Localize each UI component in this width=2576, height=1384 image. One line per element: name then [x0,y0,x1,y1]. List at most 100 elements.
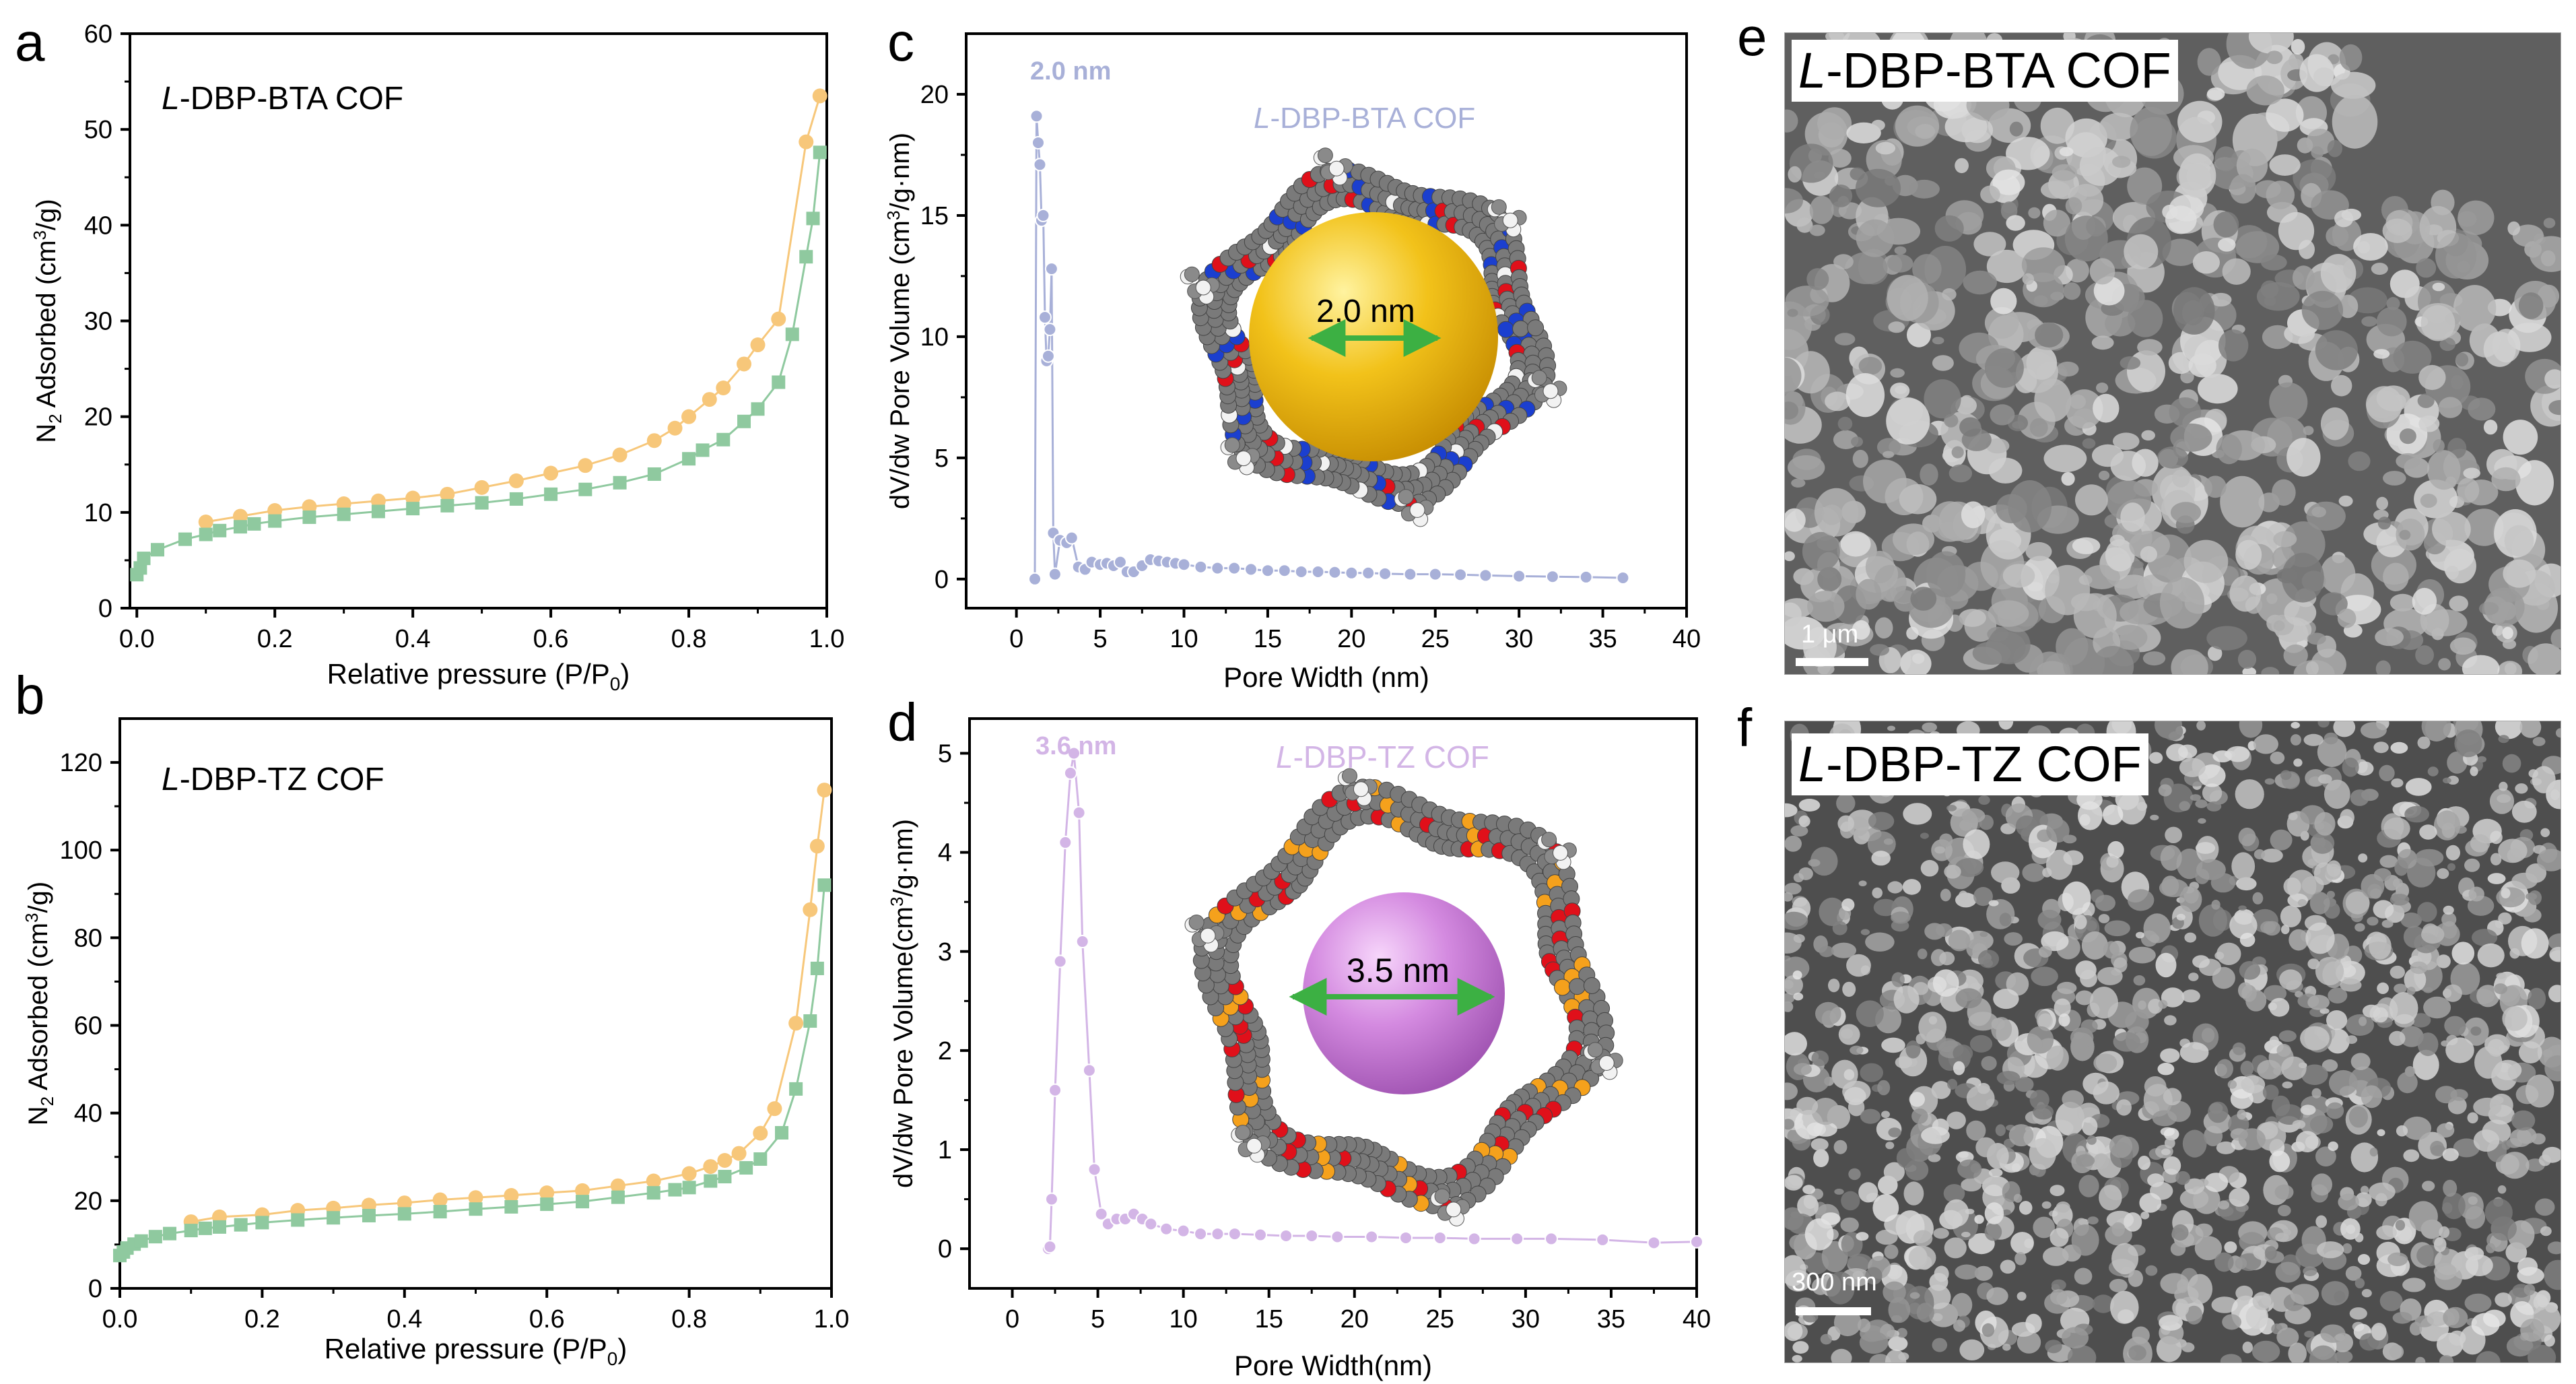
y-tick-label-a: 0 [98,595,112,623]
sem-particle [2058,1013,2070,1027]
sem-particle [1785,892,1793,902]
sem-particle [2124,234,2159,270]
data-point-b [817,783,832,798]
sem-particle [2443,549,2476,584]
sem-particle [2172,1298,2190,1317]
sem-particle [2326,1010,2348,1030]
data-point-a [370,493,386,508]
sem-particle [2104,920,2130,937]
sem-particle [1961,808,1986,824]
sem-particle [2349,1307,2367,1320]
data-point-a [198,515,213,530]
sem-particle [2324,779,2350,809]
sem-particle [2389,992,2418,1024]
sem-particle [2317,774,2332,784]
sem-particle [2442,1148,2459,1162]
data-point-d [1067,746,1081,760]
data-point-b [739,1161,753,1175]
data-point-a [751,402,765,416]
sem-particle [2483,420,2498,435]
sem-particle [2260,254,2287,271]
sem-particle [2261,849,2283,863]
pore-sphere-tz [1303,892,1505,1094]
data-point-b [184,1224,198,1238]
sem-particle [1939,952,1955,966]
data-point-a [137,552,151,566]
sem-particle [1831,1348,1852,1362]
sem-particle [2544,1259,2561,1290]
sem-particle [1796,1096,1819,1115]
sem-particle [2377,982,2389,994]
sem-particle [2464,1293,2492,1313]
sem-particle [2241,1075,2266,1094]
data-point-c [1361,566,1376,580]
data-point-a [702,392,717,407]
sem-particle [2043,1247,2069,1266]
sem-particle [2369,1148,2378,1157]
sem-particle [2305,922,2335,954]
sem-particle [1920,832,1929,839]
sem-particle [1905,1041,1921,1059]
sem-particle [1859,1331,1889,1354]
sem-particle [2402,1278,2426,1292]
sem-particle [2291,38,2305,55]
sem-particle [1920,859,1939,877]
sem-particle [2160,1048,2180,1063]
sem-particle [1902,879,1922,895]
sem-particle [2498,735,2509,744]
sem-particle [2270,829,2293,851]
sem-particle [2464,508,2504,546]
sem-particle [1810,1138,1829,1151]
sem-particle [2437,1123,2455,1138]
sem-particle [2317,737,2347,767]
sem-particle [2149,752,2163,764]
sem-particle [1848,1253,1872,1271]
data-point-a [737,414,751,428]
panel-label-d: d [887,692,918,752]
sem-particle [2307,995,2330,1010]
sem-particle [2399,1026,2424,1047]
sem-particle [2157,447,2188,469]
data-point-d [1144,1217,1158,1231]
sem-particle [2497,1185,2507,1194]
sem-particle [1804,1218,1834,1251]
data-point-a [233,520,247,534]
sem-particle [1988,1168,2003,1177]
y-tick-label-b: 100 [60,836,102,865]
x-axis-label-d: Pore Width(nm) [1234,1350,1432,1381]
sem-particle [2495,721,2523,739]
sem-particle [2350,1142,2379,1173]
sem-particle [2140,546,2157,563]
atom-sphere [1553,845,1568,861]
sem-particle [2332,94,2378,149]
x-tick-label-c: 0 [1009,625,1023,653]
y-axis-label-n-a: N [32,424,61,443]
x-tick-label-d: 30 [1512,1305,1540,1333]
data-point-b [433,1205,447,1219]
sem-particle [2128,946,2156,964]
sem-particle [1986,1287,2008,1305]
sem-particle [2500,1152,2530,1179]
sem-particle [2315,1146,2336,1166]
sem-particle [1785,882,1802,895]
sem-particle [2483,331,2516,367]
sem-particle [2009,121,2023,137]
data-point-b [198,1221,212,1235]
sem-particle [1865,932,1895,952]
atom-sphere [1409,502,1425,518]
data-point-a [799,134,814,150]
sem-particle [2406,987,2416,995]
sem-particle [2179,1042,2209,1063]
data-point-a [247,517,261,531]
data-point-b [397,1195,412,1211]
x-tick-label-d: 20 [1341,1305,1369,1333]
data-point-d [1305,1229,1319,1243]
sem-particle [1887,725,1895,731]
sem-particle [2033,1216,2055,1239]
y-axis-label-mid-b: Adsorbed (cm [24,923,53,1096]
sem-particle [1785,1255,1806,1286]
sem-particle [1856,1000,1884,1027]
x-tick-label-d: 25 [1426,1305,1454,1333]
sem-particle [2063,282,2081,300]
sem-particle [1837,416,1853,431]
